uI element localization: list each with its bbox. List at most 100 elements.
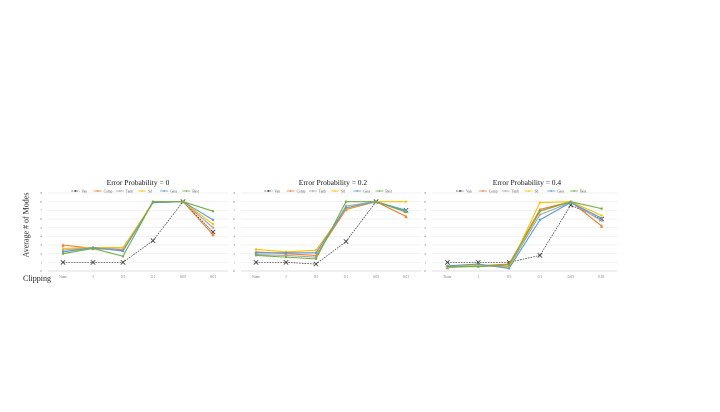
x-tick-label: 0.1: [538, 275, 543, 279]
series-line-gess: [447, 201, 602, 269]
y-tick-label: 5: [40, 226, 42, 230]
data-point-best: [569, 200, 572, 203]
legend-marker-van: [267, 190, 270, 192]
y-tick-label: 0: [233, 269, 235, 273]
legend-label-comp: Comp: [104, 189, 113, 193]
chart-panel-1: Error Probability = 0 Van Comp Tanh Sd Gess Be…: [40, 178, 228, 279]
x-tick-label: 0.1: [151, 275, 156, 279]
chart-title: Error Probability = 0.4: [493, 178, 562, 187]
x-tick-label: 0.05: [180, 275, 186, 279]
x-tick-label: None: [59, 275, 67, 279]
data-point-gess: [538, 218, 542, 222]
x-tick-label: 0.05: [568, 275, 574, 279]
y-tick-label: 7: [424, 209, 426, 213]
data-point-gess: [344, 206, 348, 209]
legend-label-sd: Sd: [148, 189, 152, 193]
data-point-best: [61, 252, 65, 255]
legend-marker-van: [459, 190, 461, 192]
legend-marker-comp: [481, 190, 484, 192]
y-axis-label-text: Average # of Modes: [21, 192, 31, 258]
data-point-comp: [61, 243, 65, 247]
chart-panel-3: Error Probability = 0.4 Van Comp Tanh Sd Gess…: [424, 178, 617, 279]
y-tick-label: 8: [424, 200, 426, 204]
data-point-sd: [121, 246, 125, 249]
legend-label-best: Best: [385, 189, 391, 193]
x-tick-label: 0.01: [403, 275, 409, 279]
legend-label-van: Van: [466, 189, 472, 193]
chart-title: Error Probability = 0.2: [299, 178, 368, 187]
data-point-van: [283, 259, 289, 265]
y-tick-label: 6: [40, 217, 42, 221]
series-line-van: [447, 204, 602, 263]
data-point-gess: [254, 251, 258, 254]
data-point-best: [211, 210, 215, 213]
data-point-best: [181, 200, 185, 203]
data-point-van: [537, 252, 543, 258]
data-point-van: [150, 238, 156, 244]
y-tick-label: 2: [40, 252, 42, 256]
legend-marker-sd: [334, 190, 336, 192]
data-point-van: [253, 259, 259, 265]
x-tick-label: None: [444, 275, 452, 279]
data-point-sd: [314, 249, 318, 252]
legend-marker-tanh: [504, 190, 507, 192]
series-line-best: [255, 201, 407, 260]
data-point-gess: [284, 251, 288, 254]
y-tick-label: 3: [40, 243, 42, 247]
chart-title: Error Probability = 0: [107, 178, 170, 187]
data-point-best: [151, 200, 155, 203]
x-tick-label: 0.5: [507, 275, 512, 279]
series-line-sd: [447, 201, 602, 269]
data-point-tanh: [538, 213, 542, 216]
legend-label-tanh: Tanh: [512, 189, 519, 193]
data-point-sd: [404, 200, 408, 203]
data-point-comp: [538, 207, 542, 212]
data-point-best: [344, 200, 348, 203]
series-line-best: [447, 201, 602, 268]
data-point-gess: [404, 209, 408, 212]
legend-label-van: Van: [81, 189, 87, 193]
legend-label-gess: Gess: [170, 189, 178, 193]
data-point-comp: [211, 232, 215, 237]
data-point-tanh: [284, 254, 288, 257]
x-tick-label: 0.01: [598, 275, 604, 279]
legend-marker-comp: [96, 190, 99, 192]
data-point-sd: [600, 214, 603, 217]
data-point-gess: [507, 267, 511, 270]
y-tick-label: 7: [233, 209, 235, 213]
data-point-best: [121, 255, 125, 258]
data-point-van: [444, 259, 450, 265]
x-tick-label: 0.01: [210, 275, 216, 279]
y-tick-label: 8: [40, 200, 42, 204]
data-point-van: [343, 239, 349, 245]
data-point-tanh: [61, 249, 65, 252]
y-tick-label: 4: [424, 235, 426, 239]
data-point-best: [91, 247, 95, 250]
x-axis-label: Clipping: [23, 274, 52, 283]
legend-label-best: Best: [580, 189, 586, 193]
data-point-gess: [211, 218, 215, 222]
y-tick-label: 9: [424, 191, 426, 195]
series-line-best: [62, 201, 214, 257]
legend-label-comp: Comp: [297, 189, 306, 193]
legend-label-van: Van: [274, 189, 280, 193]
legend: Van Comp Tanh Sd Gess Best: [264, 189, 392, 193]
y-tick-label: 5: [233, 226, 235, 230]
legend-label-sd: Sd: [535, 189, 539, 193]
data-point-best: [374, 200, 378, 203]
legend-marker-best: [573, 190, 576, 192]
data-point-gess: [600, 216, 603, 220]
data-point-gess: [314, 251, 318, 254]
data-point-comp: [599, 224, 604, 228]
legend-marker-best: [185, 190, 188, 192]
legend: Van Comp Tanh Sd Gess Best: [71, 189, 199, 193]
x-tick-label: None: [252, 275, 260, 279]
y-tick-label: 6: [233, 217, 235, 221]
y-tick-label: 1: [233, 261, 235, 265]
data-point-best: [404, 210, 408, 214]
y-tick-label: 2: [233, 252, 235, 256]
data-point-best: [314, 257, 318, 261]
series-line-sd: [255, 201, 406, 253]
data-point-van: [120, 259, 126, 265]
data-point-sd: [211, 223, 215, 226]
